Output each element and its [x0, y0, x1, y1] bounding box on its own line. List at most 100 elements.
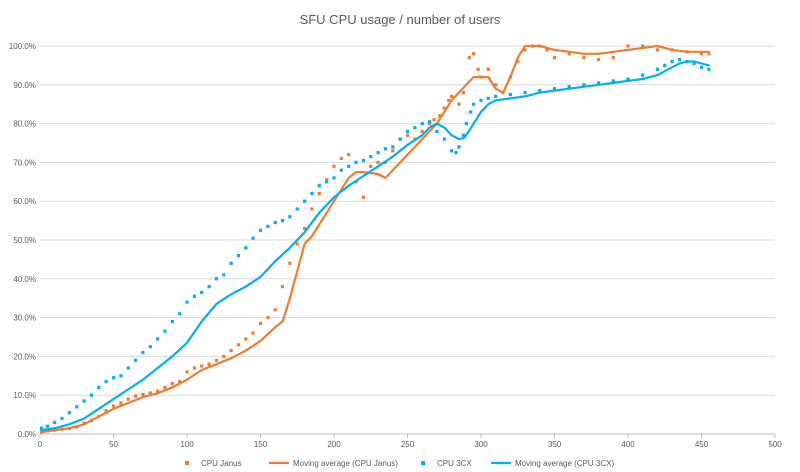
data-point [435, 129, 439, 133]
data-point [207, 362, 211, 366]
data-point [339, 168, 343, 172]
data-point [376, 151, 380, 155]
data-point [347, 153, 351, 157]
data-point [266, 316, 270, 320]
data-point [450, 149, 454, 153]
data-point [75, 405, 79, 409]
y-tick-label: 20.0% [13, 352, 36, 361]
data-point [273, 308, 277, 312]
data-point [222, 354, 226, 358]
data-point [461, 133, 465, 137]
series-3 [40, 60, 710, 432]
data-point [707, 52, 711, 56]
data-point [438, 114, 442, 118]
data-point [258, 321, 263, 325]
data-point [376, 160, 380, 164]
data-point [464, 122, 468, 126]
data-point [692, 61, 696, 66]
data-point [538, 89, 542, 93]
data-point [244, 246, 248, 250]
data-point [626, 77, 630, 81]
data-point [597, 81, 601, 85]
data-point [156, 337, 160, 341]
data-point [163, 329, 167, 333]
series-2 [39, 58, 711, 430]
data-point [670, 59, 674, 64]
data-point [207, 285, 211, 289]
data-point [552, 87, 557, 91]
data-point [494, 83, 498, 87]
data-point [266, 224, 270, 228]
data-point [288, 261, 292, 265]
series-layer [39, 44, 711, 434]
legend-label: Moving average (CPU Janus) [293, 459, 398, 468]
data-point [67, 411, 71, 415]
data-point [516, 59, 520, 64]
data-point [707, 67, 711, 71]
data-point [369, 155, 373, 159]
data-point [288, 215, 292, 219]
data-point [310, 191, 314, 195]
data-point [339, 156, 343, 161]
data-point [432, 118, 436, 122]
data-point [156, 389, 160, 393]
data-point [472, 102, 476, 106]
data-point [185, 300, 189, 304]
data-point [641, 73, 645, 77]
data-point [391, 149, 395, 153]
data-point [369, 164, 373, 168]
data-point [104, 409, 108, 413]
data-point [295, 242, 299, 246]
data-point [347, 164, 351, 168]
data-point [469, 110, 473, 114]
data-point [467, 56, 471, 60]
data-point [582, 56, 586, 60]
x-tick-label: 250 [401, 440, 415, 449]
data-point [405, 129, 410, 133]
data-point [677, 58, 682, 62]
data-point [200, 364, 204, 368]
legend-item: CPU 3CX [421, 459, 472, 468]
y-tick-label: 0.0% [18, 430, 36, 439]
data-point [454, 151, 458, 155]
data-point [383, 147, 387, 151]
legend-item: Moving average (CPU 3CX) [491, 459, 614, 468]
data-point [251, 236, 255, 240]
data-point [442, 137, 446, 141]
data-point [699, 65, 704, 69]
data-point [655, 48, 659, 52]
data-point [552, 56, 557, 60]
x-tick-label: 450 [695, 440, 709, 449]
data-point [523, 48, 527, 52]
data-point [214, 358, 218, 362]
data-point [104, 380, 108, 384]
data-point [229, 261, 233, 265]
data-point [89, 393, 94, 397]
data-point [53, 420, 57, 424]
data-point [214, 277, 218, 281]
data-point [45, 424, 49, 428]
data-point [126, 366, 130, 370]
data-point [200, 290, 204, 294]
x-tick-label: 350 [548, 440, 562, 449]
data-point [699, 52, 704, 56]
data-point [461, 91, 465, 95]
data-point [545, 48, 549, 52]
y-tick-label: 70.0% [13, 158, 36, 167]
data-point [111, 404, 116, 408]
y-tick-label: 10.0% [13, 391, 36, 400]
data-point [472, 52, 476, 56]
data-point [229, 349, 233, 353]
data-point [361, 158, 365, 163]
y-tick-label: 60.0% [13, 197, 36, 206]
data-point [134, 358, 138, 362]
legend: CPU Janus Moving average (CPU Janus) CPU 3… [185, 459, 614, 468]
x-tick-label: 500 [768, 440, 782, 449]
data-point [391, 145, 395, 149]
data-point [303, 226, 307, 230]
data-point [508, 92, 512, 97]
data-point [236, 343, 241, 347]
data-point [236, 253, 241, 258]
data-point [163, 385, 167, 389]
